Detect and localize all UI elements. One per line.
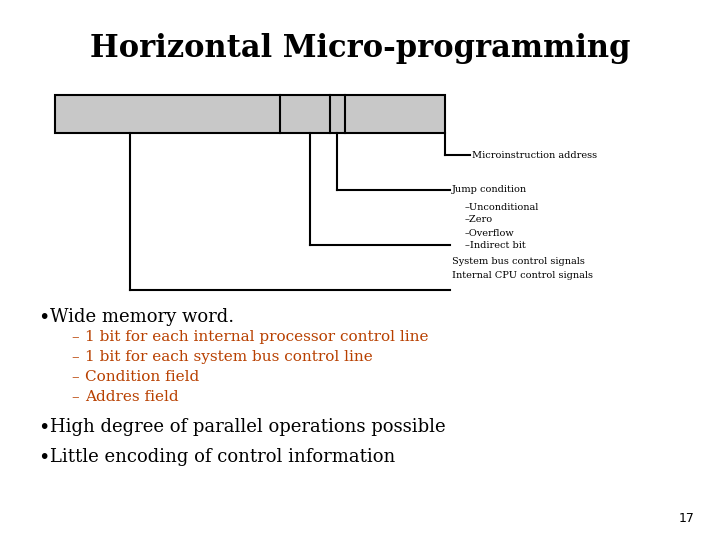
Text: Addres field: Addres field bbox=[85, 390, 179, 404]
Text: •: • bbox=[38, 308, 50, 327]
Text: Condition field: Condition field bbox=[85, 370, 199, 384]
Text: –: – bbox=[71, 370, 78, 384]
Text: –: – bbox=[71, 350, 78, 364]
Text: High degree of parallel operations possible: High degree of parallel operations possi… bbox=[50, 418, 446, 436]
Text: •: • bbox=[38, 418, 50, 437]
Text: –: – bbox=[71, 390, 78, 404]
Text: Jump condition: Jump condition bbox=[452, 186, 527, 194]
Text: Little encoding of control information: Little encoding of control information bbox=[50, 448, 395, 466]
Text: Horizontal Micro-programming: Horizontal Micro-programming bbox=[90, 32, 630, 64]
Text: 1 bit for each system bus control line: 1 bit for each system bus control line bbox=[85, 350, 373, 364]
Text: Wide memory word.: Wide memory word. bbox=[50, 308, 234, 326]
Text: Microinstruction address: Microinstruction address bbox=[472, 151, 597, 159]
Text: 1 bit for each internal processor control line: 1 bit for each internal processor contro… bbox=[85, 330, 428, 344]
Text: Internal CPU control signals: Internal CPU control signals bbox=[452, 271, 593, 280]
Text: •: • bbox=[38, 448, 50, 467]
Bar bbox=[55, 95, 445, 133]
Text: –Unconditional: –Unconditional bbox=[465, 202, 539, 212]
Text: System bus control signals: System bus control signals bbox=[452, 258, 585, 267]
Text: –: – bbox=[71, 330, 78, 344]
Text: 17: 17 bbox=[679, 512, 695, 525]
Text: –Overflow: –Overflow bbox=[465, 228, 515, 238]
Text: –Indirect bit: –Indirect bit bbox=[465, 241, 526, 251]
Text: –Zero: –Zero bbox=[465, 215, 493, 225]
